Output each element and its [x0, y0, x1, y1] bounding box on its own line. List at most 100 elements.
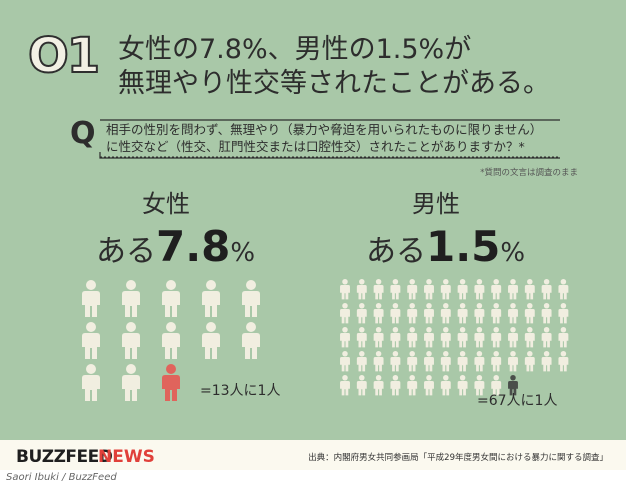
male-figure [558, 279, 569, 300]
male-figure [474, 375, 485, 396]
male-figure [373, 351, 384, 372]
male-figure [508, 351, 518, 372]
male-figure [373, 327, 384, 348]
female-heading: 女性 [142, 190, 190, 218]
male-figure [491, 279, 502, 300]
female-figure [82, 280, 100, 317]
male-figure [356, 303, 367, 324]
male-figure [541, 327, 552, 348]
female-prefix: ある [96, 234, 156, 269]
footer-bar [0, 440, 626, 470]
male-figure [508, 327, 518, 348]
male-figure [541, 303, 552, 324]
male-figure [558, 303, 569, 324]
male-figure [508, 279, 518, 300]
male-figure [474, 327, 485, 348]
female-highlight-figure [162, 364, 180, 401]
male-number: 1.5 [426, 222, 501, 271]
male-figure [356, 327, 367, 348]
female-figure [242, 280, 260, 317]
female-figure [122, 322, 140, 359]
female-ratio: =13人に1人 [200, 383, 281, 399]
female-figure [122, 280, 140, 317]
male-figure [424, 303, 434, 324]
male-figure [340, 327, 350, 348]
male-figure [457, 351, 468, 372]
male-figure [524, 327, 535, 348]
female-figure [242, 322, 260, 359]
male-figure [524, 279, 535, 300]
male-figure [440, 351, 451, 372]
male-figure [340, 279, 350, 300]
male-figure [390, 351, 401, 372]
male-figure [440, 279, 451, 300]
source-citation: 出典：内閣府男女共同参画局「平成29年度男女間における暴力に関する調査」 [308, 453, 608, 463]
male-figure [340, 351, 350, 372]
question-number: O1 [27, 27, 101, 85]
question-line-1: 相手の性別を問わず、無理やり（暴力や脅迫を用いられたものに限りません） [106, 122, 543, 137]
question-letter: Q [70, 116, 96, 151]
male-figure [373, 303, 384, 324]
male-figure [491, 375, 502, 396]
male-figure [457, 279, 468, 300]
question-line-2: に性交など（性交、肛門性交または口腔性交）されたことがありますか？* [106, 139, 525, 154]
male-percent-sign: % [500, 238, 526, 268]
female-number: 7.8 [156, 222, 231, 271]
male-highlight-figure [508, 375, 518, 396]
male-figure [541, 351, 552, 372]
question-note: *質問の文言は調査のまま [480, 168, 578, 178]
male-figure [491, 303, 502, 324]
male-figure [457, 327, 468, 348]
male-figure [390, 327, 401, 348]
male-figure [558, 351, 569, 372]
male-heading: 男性 [412, 190, 460, 218]
male-figure [491, 351, 502, 372]
male-figure [440, 303, 451, 324]
male-figure [407, 351, 418, 372]
male-figure [457, 303, 468, 324]
female-percent-sign: % [230, 238, 256, 268]
male-figure [474, 351, 485, 372]
male-figure [541, 279, 552, 300]
male-figure [356, 279, 367, 300]
male-figure [373, 375, 384, 396]
male-figure [558, 327, 569, 348]
male-figure [424, 279, 434, 300]
male-figure [373, 279, 384, 300]
male-figure [340, 375, 350, 396]
decor-lines [99, 119, 560, 159]
male-figure [491, 327, 502, 348]
male-figure [340, 303, 350, 324]
brand-logo-buzzfeed: BUZZFEED [16, 447, 113, 467]
female-figure [202, 280, 220, 317]
male-figure [390, 375, 401, 396]
question-frame [99, 119, 560, 159]
male-figure [424, 351, 434, 372]
male-figure [524, 351, 535, 372]
male-figure [356, 351, 367, 372]
male-figure [407, 375, 418, 396]
male-figure [356, 375, 367, 396]
male-prefix: ある [366, 234, 426, 269]
male-figure [474, 279, 485, 300]
image-credit: Saori Ibuki / BuzzFeed [6, 472, 117, 483]
headline-line-2: 無理やり性交等されたことがある。 [118, 68, 550, 99]
male-figure [474, 303, 485, 324]
female-percentage: ある7.8% [96, 222, 255, 271]
male-figure [390, 279, 401, 300]
female-figure [202, 322, 220, 359]
male-figure [524, 303, 535, 324]
pictogram-chart [82, 279, 569, 401]
male-figure [440, 327, 451, 348]
male-figure [424, 375, 434, 396]
male-figure [457, 375, 468, 396]
male-figure [508, 303, 518, 324]
male-figure [407, 279, 418, 300]
male-figure [440, 375, 451, 396]
male-percentage: ある1.5% [366, 222, 525, 271]
male-figure [407, 303, 418, 324]
brand-logo-news: NEWS [98, 447, 155, 467]
female-figure [122, 364, 140, 401]
female-figure [162, 322, 180, 359]
female-figure [82, 322, 100, 359]
